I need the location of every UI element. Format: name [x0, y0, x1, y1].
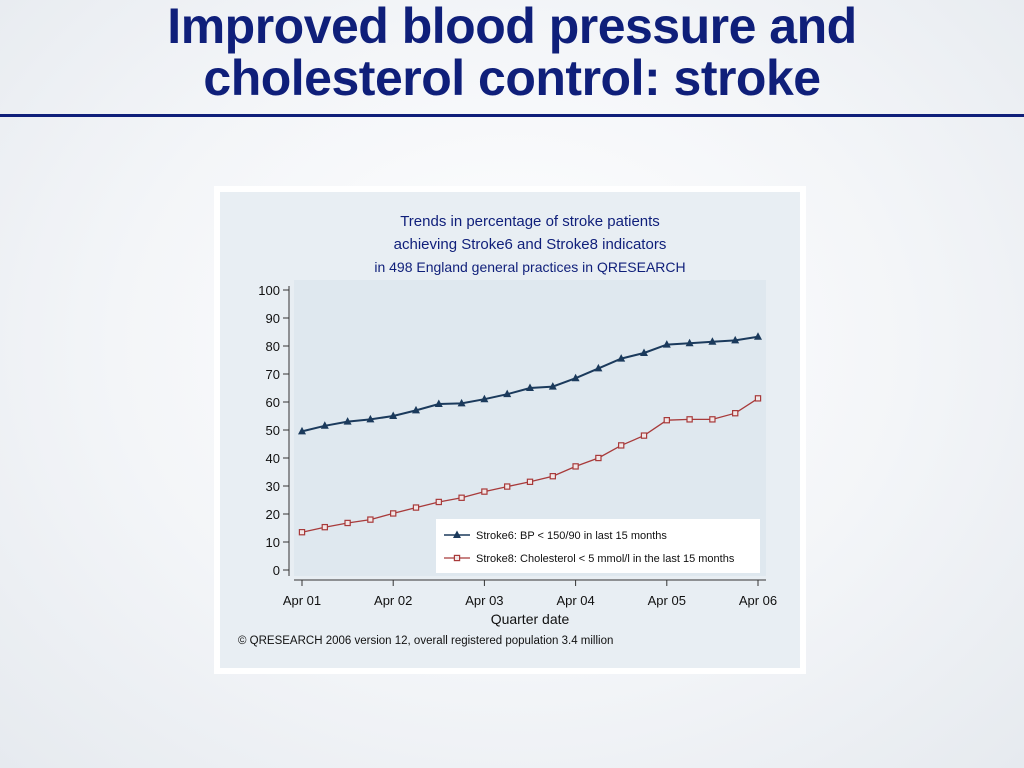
series-2-point-7 [458, 494, 465, 501]
series-2-point-5 [412, 504, 420, 511]
series-2-point-9 [504, 483, 511, 490]
series-1-point-4 [389, 411, 398, 419]
y-tick-label-10: 10 [266, 535, 280, 550]
series-1-point-20 [754, 332, 762, 340]
series-2-point-8 [481, 488, 488, 495]
series-2-point-1 [321, 523, 328, 531]
series-1-point-12 [571, 373, 580, 382]
series-2-point-13 [595, 454, 602, 462]
x-tick-label-0: Apr 01 [283, 593, 321, 608]
series-1-point-8 [480, 394, 489, 403]
chart-title-line-3: in 498 England general practices in QRES… [374, 259, 685, 275]
series-1-point-15 [640, 348, 648, 356]
series-2-point-16 [663, 417, 671, 424]
series-2-point-18 [709, 416, 716, 423]
legend-marker-1 [453, 530, 461, 538]
series-2-point-0 [298, 529, 306, 536]
x-axis-label: Quarter date [491, 611, 570, 627]
x-tick-label-5: Apr 06 [739, 593, 777, 608]
title-divider [0, 114, 1024, 117]
y-tick-label-100: 100 [258, 283, 280, 298]
series-1-point-14 [617, 354, 626, 362]
series-2-point-20 [754, 395, 762, 402]
slide-title-line-1: Improved blood pressure and [167, 0, 857, 54]
chart-title-line-2: achieving Stroke6 and Stroke8 indicators [394, 236, 667, 253]
legend-box [436, 519, 760, 573]
series-2-point-19 [731, 410, 739, 417]
series-1-point-1 [320, 421, 329, 429]
series-1-point-13 [594, 363, 603, 372]
chart-title-line-1: Trends in percentage of stroke patients [400, 213, 660, 230]
x-tick-label-4: Apr 05 [648, 593, 686, 608]
series-2-point-15 [640, 432, 648, 439]
series-1-point-7 [457, 398, 466, 407]
series-1-point-9 [503, 389, 512, 398]
series-1-point-2 [343, 417, 352, 425]
series-1-point-17 [685, 338, 694, 347]
series-2-point-17 [686, 416, 693, 423]
y-tick-label-40: 40 [266, 451, 280, 466]
legend-label-1: Stroke6: BP < 150/90 in last 15 months [476, 530, 667, 542]
series-1-point-11 [548, 382, 557, 390]
series-2-point-12 [572, 463, 579, 470]
y-tick-label-60: 60 [266, 395, 280, 410]
y-tick-label-90: 90 [266, 311, 280, 326]
series-2-point-14 [618, 442, 625, 449]
series-2-point-6 [435, 498, 442, 506]
series-2-point-3 [367, 516, 374, 523]
series-1-point-19 [731, 335, 740, 344]
series-1-point-18 [708, 337, 717, 345]
y-tick-label-50: 50 [266, 423, 280, 438]
line-chart: Trends in percentage of stroke patients a… [220, 192, 800, 668]
series-1-point-10 [526, 383, 534, 391]
series-2-point-10 [526, 478, 534, 486]
series-2-point-2 [344, 519, 351, 527]
slide-title: Improved blood pressure and cholesterol … [0, 0, 1024, 112]
y-tick-label-20: 20 [266, 507, 280, 522]
legend-label-2: Stroke8: Cholesterol < 5 mmol/l in the l… [476, 553, 735, 565]
series-1-point-6 [434, 399, 443, 407]
legend-marker-2 [453, 554, 461, 562]
series-2-point-11 [549, 473, 557, 480]
series-2-point-4 [390, 510, 397, 517]
chart-frame: Trends in percentage of stroke patients a… [214, 186, 806, 674]
y-tick-label-30: 30 [266, 479, 280, 494]
series-1-point-0 [298, 426, 306, 435]
series-1-point-5 [412, 405, 420, 414]
x-tick-label-3: Apr 04 [556, 593, 594, 608]
y-tick-label-0: 0 [273, 563, 280, 578]
y-tick-label-80: 80 [266, 339, 280, 354]
x-tick-label-1: Apr 02 [374, 593, 412, 608]
slide-title-line-2: cholesterol control: stroke [203, 50, 821, 106]
x-tick-label-2: Apr 03 [465, 593, 503, 608]
chart-footnote: © QRESEARCH 2006 version 12, overall reg… [238, 635, 613, 647]
series-1-point-16 [662, 340, 671, 348]
series-1-point-3 [366, 414, 375, 423]
y-tick-label-70: 70 [266, 367, 280, 382]
